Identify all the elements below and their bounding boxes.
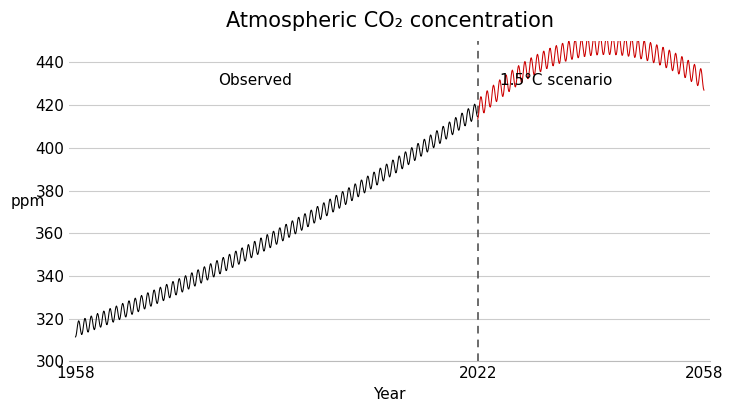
Text: Observed: Observed [218,73,292,88]
Title: Atmospheric CO₂ concentration: Atmospheric CO₂ concentration [226,11,553,31]
Y-axis label: ppm: ppm [11,194,46,209]
X-axis label: Year: Year [373,387,406,402]
Text: 1.5°C scenario: 1.5°C scenario [501,73,612,88]
